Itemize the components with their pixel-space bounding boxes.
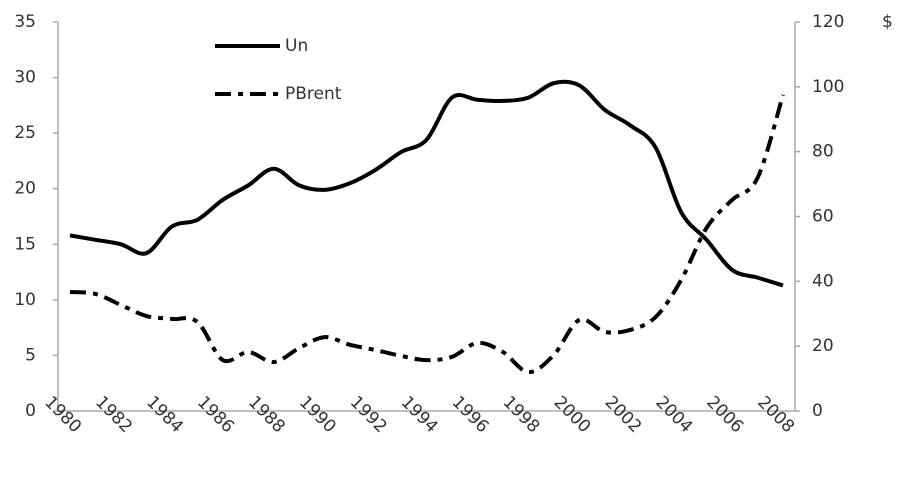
y-tick-label: 25 — [14, 123, 36, 143]
y-tick-label: 30 — [14, 68, 36, 88]
x-tick-label: 2004 — [651, 392, 696, 437]
y2-tick-label: 80 — [812, 142, 834, 162]
x-tick-label: 2002 — [601, 392, 646, 437]
x-tick-label: 1986 — [193, 392, 238, 437]
legend-label: Un — [285, 36, 308, 56]
y-tick-label: 5 — [25, 345, 36, 365]
y-tick-label: 0 — [25, 401, 36, 421]
y-tick-label: 15 — [14, 234, 36, 254]
x-tick-label: 2006 — [702, 392, 747, 437]
y2-tick-label: 120 — [812, 12, 844, 32]
y2-tick-label: 60 — [812, 207, 834, 227]
y2-tick-label: 100 — [812, 77, 844, 97]
y2-tick-label: 20 — [812, 336, 834, 356]
x-tick-label: 2000 — [550, 392, 595, 437]
series-line — [69, 94, 785, 375]
x-tick-label: 1996 — [448, 392, 493, 437]
y2-tick-label: 40 — [812, 271, 834, 291]
y-tick-label: 10 — [14, 290, 36, 310]
x-tick-label: 1982 — [91, 392, 136, 437]
y-tick-label: 20 — [14, 179, 36, 199]
x-tick-label: 1994 — [397, 392, 442, 437]
x-tick-label: 1990 — [295, 392, 340, 437]
y2-axis-label: $ — [882, 12, 893, 32]
y2-tick-label: 0 — [812, 401, 823, 421]
x-tick-label: 1992 — [346, 392, 391, 437]
x-tick-label: 2008 — [753, 392, 798, 437]
series-line — [69, 79, 784, 288]
x-tick-label: 1984 — [142, 392, 187, 437]
x-tick-label: 1998 — [499, 392, 544, 437]
y-tick-label: 35 — [14, 12, 36, 32]
x-tick-label: 1988 — [244, 392, 289, 437]
x-tick-label: 1980 — [40, 392, 85, 437]
legend-label: PBrent — [285, 84, 342, 104]
